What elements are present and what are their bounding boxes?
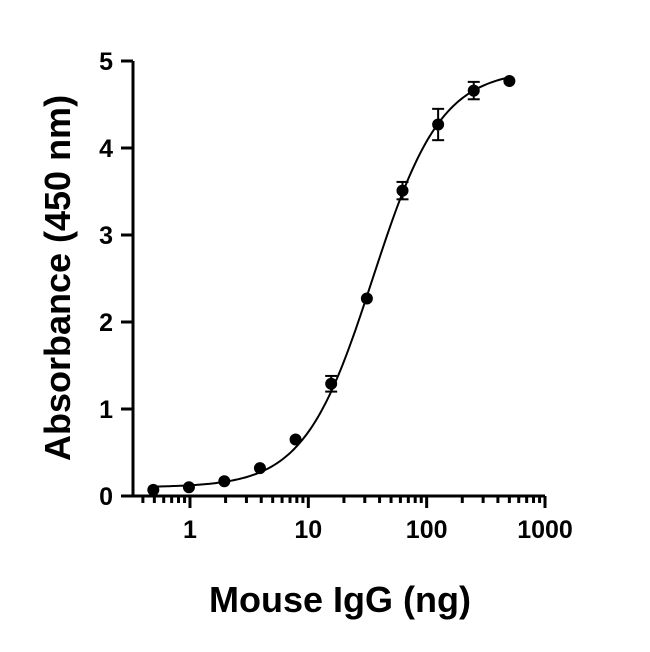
data-point xyxy=(325,377,338,390)
fit-curve xyxy=(153,76,510,488)
y-tick-label: 1 xyxy=(99,396,113,424)
data-point xyxy=(289,433,302,446)
x-axis-title: Mouse IgG (ng) xyxy=(209,579,471,620)
data-point xyxy=(253,462,266,475)
x-tick-label: 100 xyxy=(406,516,448,544)
x-axis-ticks: 1 10 100 1000 xyxy=(141,496,573,544)
data-point xyxy=(360,292,373,305)
data-points xyxy=(147,75,516,496)
error-bars xyxy=(325,80,480,393)
x-tick-label: 1 xyxy=(183,516,197,544)
plot-area: 0 1 2 3 4 5 1 10 100 1000 xyxy=(99,48,573,544)
data-point xyxy=(147,483,160,496)
x-tick-label: 1000 xyxy=(517,516,573,544)
data-point xyxy=(182,481,195,494)
x-tick-label: 10 xyxy=(294,516,322,544)
data-point xyxy=(503,75,516,88)
data-point xyxy=(396,184,409,197)
data-point xyxy=(432,118,445,131)
data-point xyxy=(218,475,231,488)
y-tick-label: 2 xyxy=(99,309,113,337)
y-axis-ticks: 0 1 2 3 4 5 xyxy=(99,48,133,511)
y-tick-label: 5 xyxy=(99,48,113,76)
y-tick-label: 0 xyxy=(99,483,113,511)
y-tick-label: 3 xyxy=(99,222,113,250)
y-tick-label: 4 xyxy=(99,135,113,163)
y-axis-title: Absorbance (450 nm) xyxy=(37,95,78,461)
data-point xyxy=(467,84,480,97)
